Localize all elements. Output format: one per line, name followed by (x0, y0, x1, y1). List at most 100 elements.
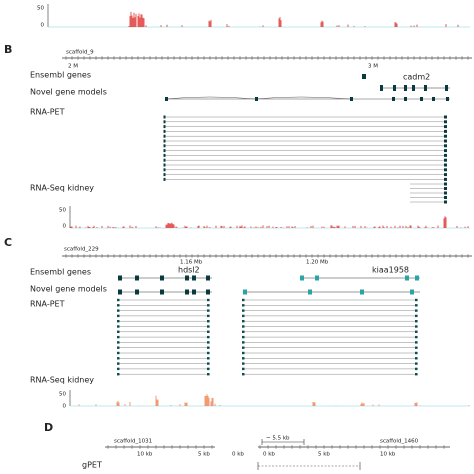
gene-label: kiaa1958 (372, 266, 409, 275)
pet-end (242, 330, 245, 333)
exon (412, 85, 415, 91)
pet-end (207, 298, 210, 302)
pet-end (242, 351, 245, 355)
pet-end (415, 309, 418, 312)
exon (405, 275, 409, 281)
exon (446, 97, 449, 101)
pet-end (444, 134, 447, 138)
exon (135, 275, 139, 281)
pet-end (163, 144, 166, 148)
pet-end (415, 357, 418, 360)
exon (165, 97, 168, 101)
pet-end (207, 357, 210, 360)
exon (392, 97, 395, 101)
track-label: Ensembl genes (30, 71, 91, 80)
scaffold-label: scaffold_9 (66, 50, 94, 56)
pet-end (415, 346, 418, 349)
pet-end (415, 362, 418, 365)
pet-end (242, 367, 245, 371)
exon (410, 289, 414, 295)
pet-end (117, 330, 120, 333)
exon (192, 275, 196, 281)
pet-end (415, 320, 418, 323)
exon (118, 275, 122, 281)
exon (404, 97, 407, 101)
pet-end (444, 129, 447, 133)
pet-end (415, 304, 418, 307)
pet-end (117, 298, 120, 302)
exon (160, 275, 164, 281)
pet-end (207, 314, 210, 318)
panel-label: B (4, 43, 12, 56)
pet-end (163, 163, 166, 167)
track-label: Ensembl genes (30, 268, 91, 277)
pet-end (444, 139, 447, 143)
pet-end (207, 335, 210, 339)
pet-end (117, 325, 120, 328)
pet-end (242, 335, 245, 339)
y-min: 0 (41, 23, 45, 29)
exon (420, 97, 423, 101)
exon (415, 275, 419, 281)
pet-end (117, 362, 120, 365)
y-min: 0 (63, 224, 67, 230)
track-label: Novel gene models (30, 285, 107, 294)
exon (243, 289, 247, 295)
pet-end (163, 115, 166, 119)
pet-end (117, 320, 120, 323)
exon (255, 97, 258, 101)
pet-end (117, 314, 120, 318)
tracks (47, 4, 472, 470)
tick-label: 5 kb (318, 452, 330, 458)
pet-end (163, 129, 166, 133)
tick-label: 10 kb (380, 452, 396, 458)
pet-end (415, 298, 418, 302)
tick-label: 0 kb (232, 452, 244, 458)
pet-end (207, 362, 210, 365)
pet-end (163, 173, 166, 177)
pet-end (163, 177, 166, 181)
panel-label: C (4, 236, 12, 249)
pet-end (415, 367, 418, 371)
pet-end (207, 341, 210, 344)
exon (393, 85, 396, 91)
tick-label: 3 M (368, 64, 378, 70)
pet-end (444, 191, 447, 195)
pet-end (163, 168, 166, 172)
track-label: Novel gene models (30, 88, 107, 97)
pet-end (207, 330, 210, 333)
track-label: RNA-PET (30, 300, 65, 309)
tick-label: 0 kb (263, 452, 275, 458)
scaffold-label: scaffold_229 (64, 247, 99, 253)
pet-end (444, 149, 447, 153)
y-max: 50 (37, 6, 44, 12)
pet-end (415, 330, 418, 333)
pet-end (415, 314, 418, 318)
exon (380, 85, 383, 91)
exon (206, 289, 210, 295)
exon (185, 275, 189, 281)
exon (308, 289, 312, 295)
pet-end (163, 125, 166, 129)
pet-end (207, 351, 210, 355)
pet-end (117, 346, 120, 349)
pet-end (444, 144, 447, 148)
scaffold-label: scaffold_1460 (380, 439, 419, 445)
pet-end (242, 320, 245, 323)
y-min: 0 (63, 404, 67, 410)
gap-label: ~ 5.5 kb (266, 436, 290, 442)
tick-label: 10 kb (137, 452, 153, 458)
pet-end (117, 357, 120, 360)
exon (362, 74, 366, 79)
exon (360, 289, 364, 295)
pet-end (117, 367, 120, 371)
exon (445, 85, 448, 91)
pet-end (444, 125, 447, 129)
exon (135, 289, 139, 295)
tick-label: 5 kb (198, 452, 210, 458)
pet-end (163, 139, 166, 143)
pet-end (117, 304, 120, 307)
exon (315, 275, 319, 281)
pet-end (163, 149, 166, 153)
pet-end (444, 173, 447, 177)
